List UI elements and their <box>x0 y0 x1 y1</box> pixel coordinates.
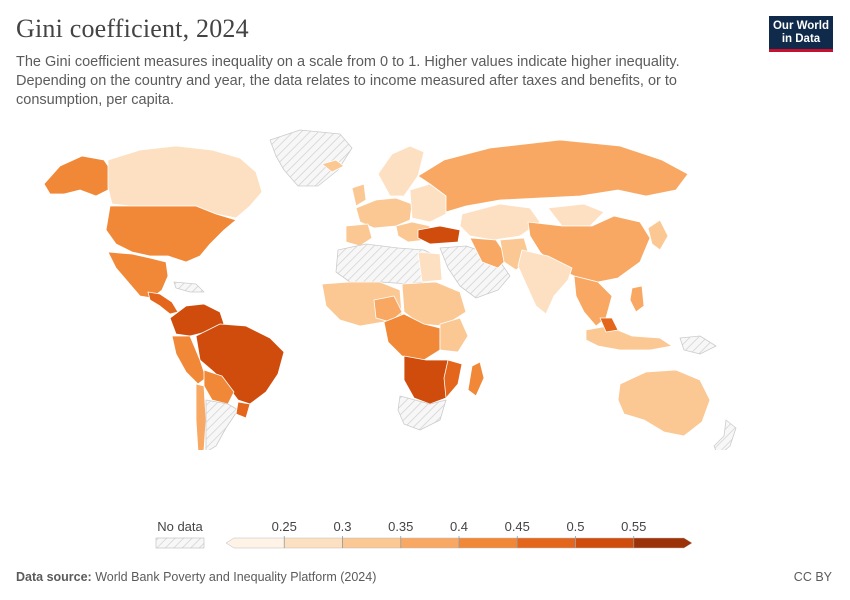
region-scandinavia[interactable] <box>377 145 425 197</box>
region-usa[interactable] <box>105 205 237 263</box>
legend-tick-label: 0.45 <box>505 519 530 534</box>
legend-bin[interactable] <box>633 537 693 549</box>
legend-bin[interactable] <box>575 537 634 549</box>
region-south-africa[interactable] <box>397 395 447 431</box>
region-mexico[interactable] <box>107 251 169 299</box>
region-india[interactable] <box>517 249 573 315</box>
region-western-europe[interactable] <box>355 197 413 229</box>
region-philippines[interactable] <box>629 285 645 313</box>
legend-no-data-label: No data <box>157 519 203 534</box>
region-indonesia[interactable] <box>585 325 673 351</box>
region-argentina[interactable] <box>205 399 239 450</box>
region-uruguay[interactable] <box>235 401 251 419</box>
legend-tick-label: 0.55 <box>621 519 646 534</box>
region-egypt[interactable] <box>417 251 443 283</box>
footer-source: Data source: World Bank Poverty and Ineq… <box>16 570 376 584</box>
legend-bin[interactable] <box>458 537 518 549</box>
legend-bin[interactable] <box>284 537 343 549</box>
region-sudan-ethiopia[interactable] <box>401 281 467 327</box>
region-uk-ireland[interactable] <box>351 183 367 207</box>
legend-tick-label: 0.5 <box>566 519 584 534</box>
world-map <box>43 129 737 450</box>
source-label: Data source: <box>16 570 92 584</box>
region-turkey[interactable] <box>417 225 461 245</box>
region-alaska[interactable] <box>43 155 113 197</box>
legend-bin[interactable] <box>342 537 401 549</box>
region-greenland[interactable] <box>269 129 353 187</box>
region-mongolia[interactable] <box>547 203 605 227</box>
owid-logo[interactable]: Our World in Data <box>769 16 833 52</box>
license-link[interactable]: CC BY <box>793 570 832 584</box>
region-peru-ecuador[interactable] <box>171 335 207 385</box>
region-madagascar[interactable] <box>467 361 485 397</box>
region-brazil[interactable] <box>195 323 285 405</box>
color-legend: No data 0.25 0.3 0.35 0.4 0.45 0.5 0.55 <box>155 519 693 549</box>
region-mozambique[interactable] <box>443 359 463 399</box>
region-chile[interactable] <box>195 383 207 450</box>
region-russia[interactable] <box>417 139 689 213</box>
legend-tick-label: 0.25 <box>272 519 297 534</box>
region-korea-japan[interactable] <box>647 219 669 251</box>
legend-bin[interactable] <box>400 537 460 549</box>
logo-line-2: in Data <box>781 32 821 45</box>
region-central-america[interactable] <box>147 291 179 315</box>
chart-title: Gini coefficient, 2024 <box>16 14 249 43</box>
region-iran[interactable] <box>469 237 509 269</box>
region-east-africa[interactable] <box>439 317 469 353</box>
region-australia[interactable] <box>617 369 711 437</box>
region-malaysia[interactable] <box>599 317 619 333</box>
legend-no-data-swatch <box>155 537 205 549</box>
region-canada[interactable] <box>107 145 263 219</box>
region-caucasus-central-asia[interactable] <box>459 203 541 241</box>
region-southeast-asia[interactable] <box>573 275 613 327</box>
legend-bin[interactable] <box>517 537 576 549</box>
region-iceland[interactable] <box>321 159 345 173</box>
region-iberia[interactable] <box>345 223 373 247</box>
legend-tick-label: 0.4 <box>450 519 468 534</box>
source-text[interactable]: World Bank Poverty and Inequality Platfo… <box>95 570 377 584</box>
region-new-zealand[interactable] <box>713 419 737 450</box>
legend-tick-label: 0.35 <box>388 519 413 534</box>
legend-tick-label: 0.3 <box>333 519 351 534</box>
logo-line-1: Our World <box>772 19 829 32</box>
region-papua[interactable] <box>679 335 717 355</box>
legend-bin[interactable] <box>225 537 285 549</box>
chart-subtitle: The Gini coefficient measures inequality… <box>16 54 680 108</box>
region-caribbean[interactable] <box>173 281 205 293</box>
